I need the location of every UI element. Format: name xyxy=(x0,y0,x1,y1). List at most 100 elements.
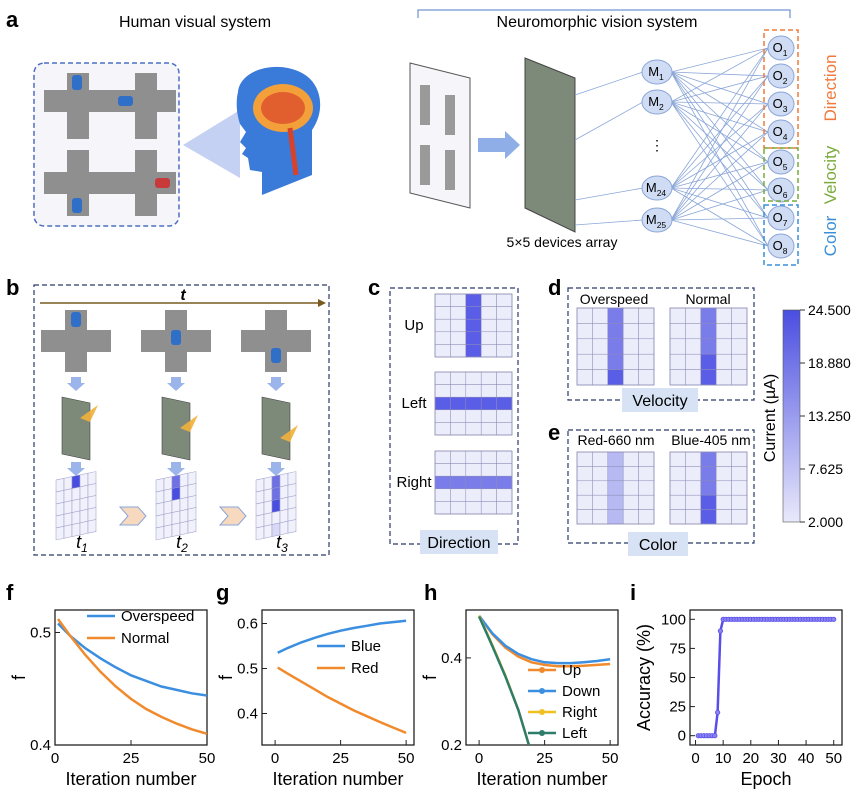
heatmap-cell xyxy=(496,344,513,358)
y-axis-label: f xyxy=(216,674,236,680)
heatmap-cell xyxy=(638,338,655,355)
heatmap-cell xyxy=(71,498,81,513)
network-edge xyxy=(670,187,769,247)
legend-label: Up xyxy=(562,662,581,679)
series-line-overspeed xyxy=(57,622,207,697)
heatmap-cell xyxy=(63,500,73,515)
car-icon xyxy=(271,348,281,363)
neuromorphic-system-title: Neuromorphic vision system xyxy=(497,14,698,31)
heatmap-cell xyxy=(496,371,513,385)
middle-node xyxy=(641,89,673,115)
heatmap-cell xyxy=(607,509,624,525)
plot-frame xyxy=(689,609,843,746)
output-node xyxy=(767,119,795,145)
y-tick-label: 0.5 xyxy=(237,661,258,678)
heatmap-cell xyxy=(622,338,639,355)
head-brain-icon xyxy=(236,66,321,195)
y-tick-label: 0.4 xyxy=(30,737,51,754)
heatmap-cell xyxy=(622,323,639,340)
heatmap-cell xyxy=(434,344,451,358)
heatmap-cell xyxy=(434,501,451,515)
network-edge xyxy=(670,75,769,189)
series-line-red xyxy=(277,666,407,735)
heatmap-cell xyxy=(271,498,281,513)
heatmap-cell xyxy=(592,338,609,355)
heatmap-border xyxy=(576,307,655,386)
heatmap-cell xyxy=(255,525,265,541)
heatmap-cell xyxy=(669,369,686,386)
heatmap-cell xyxy=(465,318,482,333)
heatmap-cell xyxy=(87,471,97,486)
heatmap-cell xyxy=(731,307,748,324)
heatmap-cell xyxy=(480,409,497,423)
input-edge xyxy=(574,71,644,96)
heatmap-cell xyxy=(55,525,65,541)
heatmap-cell xyxy=(465,422,482,436)
heatmap-cell xyxy=(700,480,717,496)
device-array-plate xyxy=(524,57,576,233)
heatmap-cell xyxy=(715,353,732,370)
heatmap-cell xyxy=(79,472,89,488)
node-subscript: 24 xyxy=(657,188,667,198)
heatmap-cell xyxy=(592,307,609,324)
heatmap-cell xyxy=(480,488,497,502)
heatmap-cell xyxy=(592,353,609,370)
heatmap-cell xyxy=(731,451,748,467)
red-heatmap xyxy=(576,451,655,525)
heatmap-cell xyxy=(700,509,717,525)
overspeed-label: Overspeed xyxy=(580,291,648,307)
data-point xyxy=(831,616,837,622)
direction-caption-bg xyxy=(420,530,498,554)
heatmap-cell xyxy=(480,475,497,490)
heatmap-cell xyxy=(171,498,181,513)
y-tick-label: 0.4 xyxy=(237,706,258,723)
output-node xyxy=(767,91,795,117)
heatmap-cell xyxy=(465,488,482,502)
data-point xyxy=(712,733,718,739)
heatmap-cell xyxy=(287,507,297,522)
output-node xyxy=(767,177,795,203)
panel-letter-c: c xyxy=(368,275,380,300)
time-step-subscript: 3 xyxy=(281,541,288,555)
heatmap-cell xyxy=(480,293,497,307)
heatmap-cell xyxy=(255,477,265,493)
network-edge xyxy=(670,161,769,189)
heatmap-cell xyxy=(576,307,593,324)
series-line-left xyxy=(477,615,531,745)
heatmap-cell xyxy=(576,338,593,355)
middle-node xyxy=(641,207,673,233)
heatmap-cell xyxy=(163,512,173,527)
legend-label: Left xyxy=(562,725,588,742)
heatmap-cell xyxy=(715,509,732,525)
heatmap-cell xyxy=(496,331,513,345)
heatmap-cell xyxy=(155,525,165,541)
heatmap-cell xyxy=(496,396,513,411)
x-tick-label: 30 xyxy=(770,750,787,767)
panel-b: b t t1 t2 t3 xyxy=(6,275,330,556)
input-edge xyxy=(574,187,644,201)
time-step-label: t2 xyxy=(176,532,188,555)
middle-node xyxy=(641,59,673,85)
heatmap-cell xyxy=(607,466,624,482)
down-arrow xyxy=(267,377,285,391)
heatmap-cell xyxy=(187,483,197,498)
x-axis-label: Iteration number xyxy=(476,769,607,789)
middle-node xyxy=(641,175,673,201)
heatmap-cell xyxy=(71,510,81,525)
node-subscript: 2 xyxy=(659,102,664,112)
colorbar-tick-label: 7.625 xyxy=(808,461,843,477)
heatmap-cell xyxy=(576,369,593,386)
legend-label: Normal xyxy=(121,630,169,647)
heatmap-cell xyxy=(638,353,655,370)
heatmap-cell xyxy=(465,501,482,515)
device-plate xyxy=(161,396,191,461)
series-line-down xyxy=(478,614,611,665)
x-axis-label: Iteration number xyxy=(65,769,196,789)
heatmap-border xyxy=(669,307,748,386)
color-heatmaps xyxy=(576,451,748,525)
node-subscript: 5 xyxy=(783,162,788,172)
x-tick-label: 50 xyxy=(825,750,842,767)
heatmap-cell xyxy=(576,480,593,496)
y-axis-label: f xyxy=(9,674,29,680)
heatmap-cell xyxy=(622,494,639,510)
